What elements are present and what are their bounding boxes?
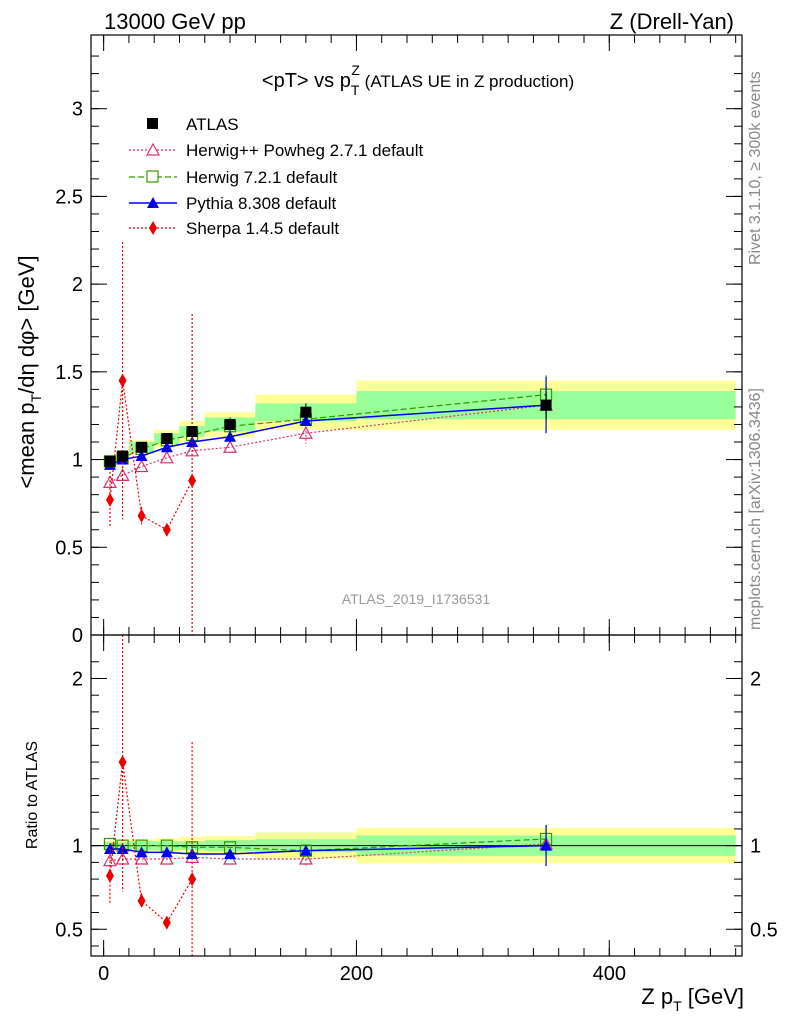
legend-marker-herwigpp — [145, 142, 161, 156]
rivet-label: Rivet 3.1.10, ≥ 300k events — [747, 71, 764, 265]
ratio-point-pythia — [299, 844, 312, 856]
ratio-point-sherpa — [162, 915, 171, 930]
legend: ATLAS Herwig++ Powheg 2.7.1 default Herw… — [129, 115, 423, 238]
main-y-tick-label: 1.5 — [55, 362, 83, 384]
data-point-atlas — [300, 406, 312, 418]
main-axis-ticks: 0 0.5 1 1.5 2 2.5 3 — [55, 35, 742, 647]
data-point-sherpa — [188, 473, 197, 488]
main-y-tick-label: 3 — [72, 99, 83, 121]
analysis-watermark: ATLAS_2019_I1736531 — [342, 591, 491, 607]
ratio-point-herwigpp — [134, 851, 149, 865]
data-point-pythia — [224, 430, 237, 442]
mcplots-label: mcplots.cern.ch [arXiv:1306.3436] — [747, 388, 764, 630]
data-point-atlas — [117, 450, 129, 462]
series-line-herwig7 — [109, 394, 547, 462]
main-uncertainty-bands — [103, 380, 736, 467]
main-y-tick-label: 2.5 — [55, 186, 83, 208]
ratio-point-herwigpp — [298, 851, 313, 865]
main-y-tick-label: 1 — [72, 450, 83, 472]
ratio-point-herwigpp — [159, 851, 174, 865]
ratio-point-sherpa — [118, 755, 127, 770]
data-point-herwigpp — [298, 425, 313, 439]
ratio-point-sherpa — [137, 893, 146, 908]
main-y-tick-label: 0.5 — [55, 537, 83, 559]
ratio-point-pythia — [540, 839, 553, 851]
data-point-pythia — [135, 450, 148, 462]
data-point-herwigpp — [223, 440, 238, 453]
ratio-series-group — [102, 635, 554, 956]
main-series-group — [102, 242, 554, 635]
data-point-herwigpp — [134, 459, 149, 473]
ratio-point-pythia — [160, 846, 173, 858]
data-point-sherpa — [118, 373, 127, 388]
main-y-axis-label: <mean pT/dη dφ> [GeV] — [14, 255, 44, 488]
data-point-herwigpp — [115, 468, 130, 481]
data-point-atlas — [224, 418, 236, 430]
data-point-herwigpp — [102, 475, 117, 488]
ratio-y-tick-label-right: 0.5 — [750, 919, 778, 941]
legend-marker-sherpa — [149, 221, 157, 235]
ratio-point-sherpa — [105, 868, 114, 883]
x-tick-label: 400 — [593, 963, 626, 985]
ratio-point-sherpa — [188, 872, 197, 887]
x-axis-label: Z pT [GeV] — [641, 984, 744, 1014]
data-point-pythia — [160, 441, 173, 453]
data-point-sherpa — [137, 508, 146, 523]
ratio-y-tick-label-right: 1 — [750, 836, 761, 858]
legend-label-atlas: ATLAS — [186, 115, 239, 134]
main-y-tick-label: 2 — [72, 274, 83, 296]
ratio-point-pythia — [135, 846, 148, 858]
legend-label-herwigpp: Herwig++ Powheg 2.7.1 default — [186, 141, 423, 160]
legend-label-sherpa: Sherpa 1.4.5 default — [186, 219, 339, 238]
ratio-y-axis-label: Ratio to ATLAS — [24, 741, 41, 849]
data-point-herwigpp — [159, 450, 174, 464]
data-point-atlas — [104, 455, 116, 467]
data-point-atlas — [540, 399, 552, 411]
data-point-pythia — [186, 436, 199, 448]
header-energy: 13000 GeV pp — [104, 9, 246, 34]
ratio-y-tick-label-right: 2 — [750, 668, 761, 690]
x-tick-label: 200 — [340, 963, 373, 985]
ratio-y-tick-label: 2 — [72, 668, 83, 690]
data-point-atlas — [186, 425, 198, 437]
legend-label-herwig7: Herwig 7.2.1 default — [186, 168, 337, 187]
ratio-point-pythia — [224, 848, 237, 860]
legend-marker-pythia — [147, 197, 159, 208]
data-point-atlas — [161, 433, 173, 445]
legend-marker-atlas — [147, 118, 158, 129]
header-process: Z (Drell-Yan) — [610, 9, 734, 34]
ratio-y-tick-label: 1 — [72, 836, 83, 858]
data-point-sherpa — [162, 522, 171, 537]
legend-marker-herwig7 — [146, 170, 159, 183]
data-point-sherpa — [105, 492, 114, 507]
ratio-axis-ticks: 0 200 400 0.5 0.5 1 1 2 2 — [55, 635, 778, 985]
ratio-point-pythia — [186, 848, 199, 860]
ratio-line-herwig7 — [109, 838, 547, 852]
data-point-atlas — [136, 441, 148, 453]
series-line-herwigpp — [109, 404, 547, 483]
ratio-line-herwigpp — [109, 843, 547, 862]
main-y-tick-label: 0 — [72, 625, 83, 647]
legend-label-pythia: Pythia 8.308 default — [186, 194, 337, 213]
plot-title: <pT> vs pTZ (ATLAS UE in Z production) — [262, 62, 574, 98]
ratio-y-tick-label: 0.5 — [55, 919, 83, 941]
x-tick-label: 0 — [98, 963, 109, 985]
ratio-line-sherpa — [109, 761, 193, 924]
ratio-panel-frame — [90, 634, 743, 957]
